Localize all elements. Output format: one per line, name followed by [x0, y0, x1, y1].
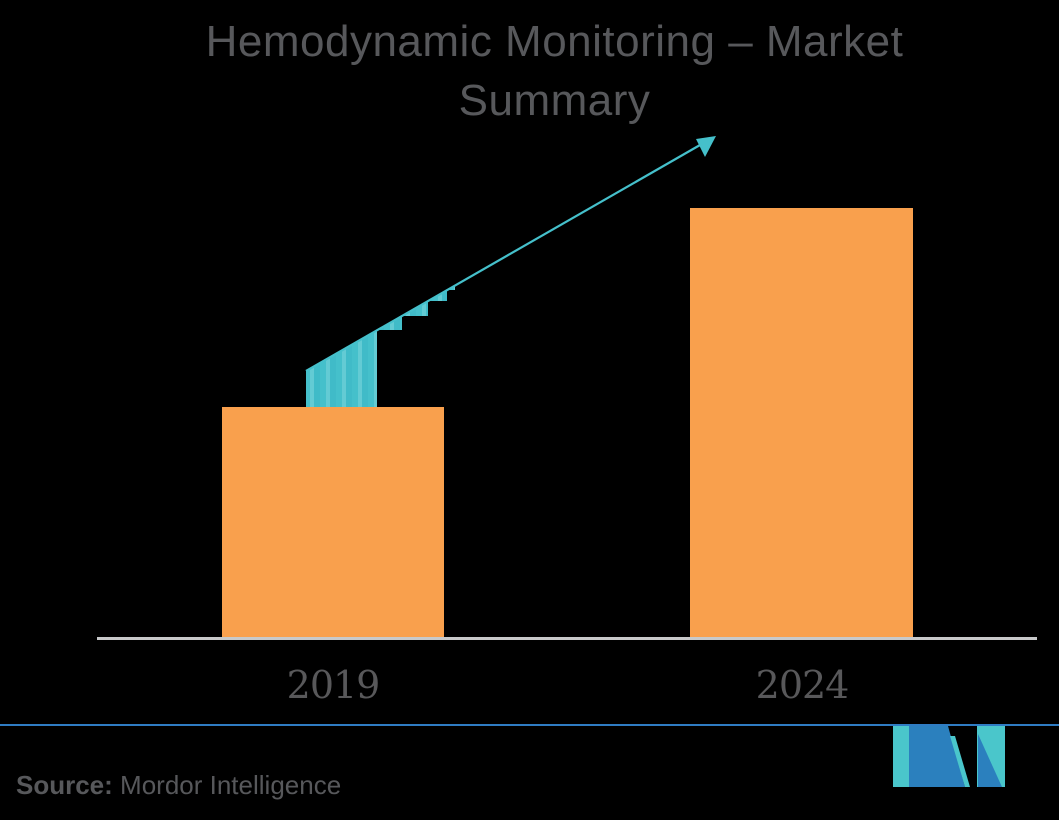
chart-title: Hemodynamic Monitoring – Market Summary: [25, 12, 1059, 130]
source-value: Mordor Intelligence: [120, 770, 342, 800]
chart-title-line-1: Hemodynamic Monitoring – Market: [205, 17, 904, 66]
x-tick-label-2024: 2024: [755, 663, 850, 707]
source-attribution: Source: Mordor Intelligence: [16, 770, 341, 801]
x-tick-label-2019: 2019: [286, 663, 381, 707]
bar-2024: [690, 208, 913, 637]
growth-staircase-shape: [306, 285, 455, 407]
mordor-intelligence-logo-icon: [893, 726, 1005, 787]
source-label: Source:: [16, 770, 113, 800]
bar-2019: [222, 407, 444, 637]
footer-separator-line: [0, 724, 1059, 726]
chart-title-line-2: Summary: [458, 76, 651, 125]
x-axis-line: [97, 637, 1037, 640]
trend-arrowhead: [696, 136, 716, 157]
trend-arrow-line: [305, 140, 708, 372]
